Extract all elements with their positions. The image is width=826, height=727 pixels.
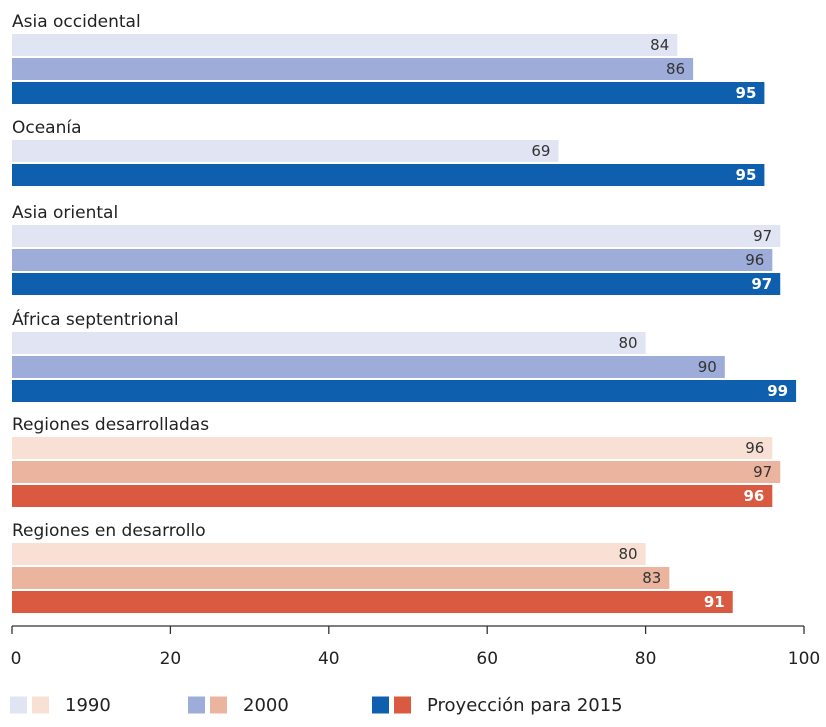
group-africa-septentrional: África septentrional 80 90 99: [12, 308, 797, 402]
bar-oceania-proyeccion-para-2015: [12, 164, 765, 186]
group-asia-occidental: Asia occidental 84 86 95: [12, 12, 765, 104]
bar-regiones-desarrolladas-1990: [12, 437, 773, 459]
bar-value-label: 86: [666, 60, 685, 78]
x-axis: 0 20 40 60 80 100: [11, 625, 820, 669]
group-label: Asia occidental: [12, 12, 141, 32]
bar-value-label: 90: [698, 358, 717, 376]
bar-value-label: 96: [745, 439, 764, 457]
bar-value-label: 99: [767, 382, 788, 400]
legend-label: 2000: [243, 695, 289, 716]
bar-value-label: 96: [745, 251, 764, 269]
x-tick-label: 80: [635, 649, 657, 669]
bar-asia-oriental-proyeccion-para-2015: [12, 273, 781, 295]
bar-asia-oriental-2000: [12, 249, 773, 271]
group-oceania: Oceanía 69 95: [12, 118, 765, 186]
legend-swatch: [210, 696, 227, 714]
x-tick-label: 20: [160, 649, 182, 669]
x-tick-label: 60: [476, 649, 498, 669]
legend-label: Proyección para 2015: [427, 695, 623, 716]
bar-value-label: 83: [642, 569, 661, 587]
bar-regiones-en-desarrollo-2000: [12, 567, 670, 589]
bar-value-label: 97: [751, 275, 772, 293]
legend-swatch: [372, 696, 389, 714]
bar-africa-septentrional-1990: [12, 332, 646, 354]
legend-label: 1990: [65, 695, 111, 716]
legend: 1990 2000 Proyección para 2015: [10, 695, 623, 716]
plot-area: Asia occidental 84 86 95 Oceanía 69 95 Asia ori…: [12, 12, 797, 613]
legend-swatch: [394, 696, 411, 714]
bar-value-label: 80: [619, 334, 638, 352]
bar-oceania-1990: [12, 140, 559, 162]
bar-value-label: 95: [736, 166, 757, 184]
legend-item-1990: 1990: [10, 695, 111, 716]
bar-africa-septentrional-2000: [12, 356, 725, 378]
legend-item-2000: 2000: [188, 695, 289, 716]
bar-asia-occidental-1990: [12, 34, 678, 56]
group-label: Regiones en desarrollo: [12, 521, 206, 541]
bar-value-label: 97: [753, 227, 772, 245]
bar-asia-occidental-proyeccion-para-2015: [12, 82, 765, 104]
bar-value-label: 69: [531, 142, 550, 160]
bar-asia-occidental-2000: [12, 58, 694, 80]
bar-value-label: 80: [619, 545, 638, 563]
group-asia-oriental: Asia oriental 97 96 97: [12, 203, 781, 295]
bar-regiones-desarrolladas-proyeccion-para-2015: [12, 485, 773, 507]
bar-value-label: 96: [743, 487, 764, 505]
bar-africa-septentrional-proyeccion-para-2015: [12, 380, 797, 402]
bar-asia-oriental-1990: [12, 225, 781, 247]
legend-swatch: [10, 696, 27, 714]
group-label: Asia oriental: [12, 203, 118, 223]
bar-regiones-desarrolladas-2000: [12, 461, 781, 483]
x-tick-label: 0: [11, 649, 22, 669]
x-tick-label: 100: [788, 649, 820, 669]
bar-value-label: 84: [650, 36, 669, 54]
group-label: África septentrional: [12, 308, 179, 330]
group-label: Oceanía: [12, 118, 82, 138]
legend-swatch: [188, 696, 205, 714]
legend-item-proyeccion-para-2015: Proyección para 2015: [372, 695, 623, 716]
group-regiones-desarrolladas: Regiones desarrolladas 96 97 96: [12, 415, 781, 507]
bar-regiones-en-desarrollo-1990: [12, 543, 646, 565]
x-tick-label: 40: [318, 649, 340, 669]
legend-swatch: [32, 696, 49, 714]
group-label: Regiones desarrolladas: [12, 415, 209, 435]
bar-value-label: 91: [704, 593, 725, 611]
bar-value-label: 97: [753, 463, 772, 481]
bar-value-label: 95: [736, 84, 757, 102]
bar-regiones-en-desarrollo-proyeccion-para-2015: [12, 591, 733, 613]
